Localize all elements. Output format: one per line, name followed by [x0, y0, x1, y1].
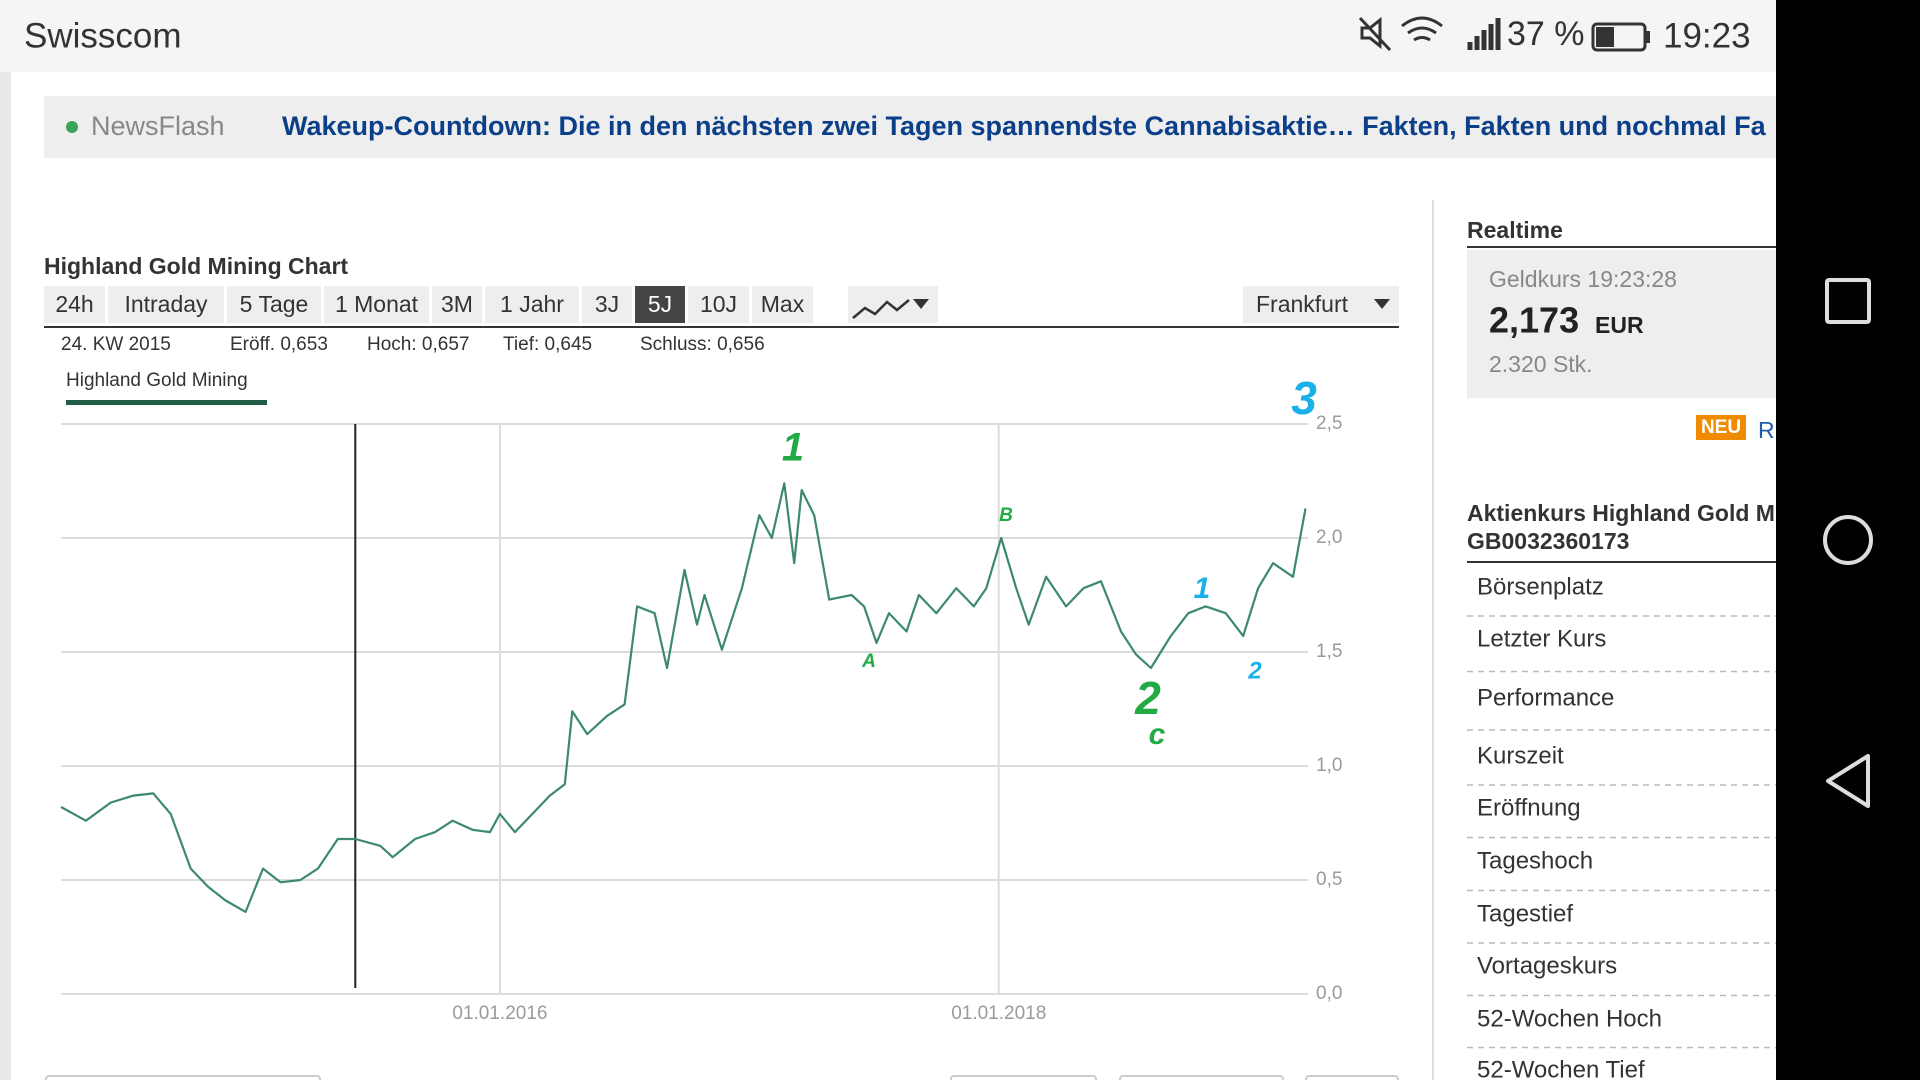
annotation: 1: [782, 426, 804, 470]
table-isin: GB0032360173: [1467, 528, 1629, 554]
dropdown-arrow: [1374, 299, 1390, 309]
nav-bar: [1776, 0, 1920, 1080]
annotation: A: [861, 651, 876, 672]
tab[interactable]: [227, 286, 321, 323]
newsflash-label: NewsFlash: [91, 111, 225, 141]
tab[interactable]: [108, 286, 224, 323]
chart-title: Highland Gold Mining Chart: [44, 253, 348, 279]
table-row-label[interactable]: Performance: [1477, 684, 1614, 711]
table-row-label[interactable]: Tagestief: [1477, 900, 1573, 927]
annotation: 2: [1247, 657, 1262, 684]
chart-type-icon: [852, 299, 910, 319]
table-row-label[interactable]: Kurszeit: [1477, 742, 1564, 769]
x-tick-label: 01.01.2016: [452, 1003, 547, 1024]
newsflash-bar: [44, 96, 1776, 158]
info-row: 24. KW 2015 Eröff. 0,653 Hoch: 0,657 Tief: …: [61, 334, 765, 355]
y-tick-label: 2,0: [1316, 527, 1342, 548]
status-icons: [1358, 16, 1650, 52]
tab-label: 1 Monat: [335, 291, 419, 317]
quote-label: Geldkurs 19:23:28: [1489, 266, 1677, 292]
tab[interactable]: [432, 286, 482, 323]
bottom-buttons: [45, 1075, 1399, 1080]
tab-label: 10J: [700, 291, 737, 317]
tab-label: 1 Jahr: [500, 291, 564, 317]
plot: 0,0 0,5 1,0 1,5 2,0 2,5 01.01.2016 01.01.2018 1 B…: [60, 372, 1342, 1024]
page-edge: [0, 72, 11, 1080]
table-row-label[interactable]: Letzter Kurs: [1477, 625, 1606, 652]
tab[interactable]: [688, 286, 749, 323]
recents-button[interactable]: [1825, 278, 1871, 324]
y-tick-label: 2,5: [1316, 413, 1342, 434]
status-bar: [0, 0, 1776, 72]
annotation: B: [999, 505, 1013, 526]
stock-table: Börsenplatz Letzter Kurs Performance Kursze…: [1467, 573, 1776, 1080]
tab-label: 3J: [595, 291, 619, 317]
back-button[interactable]: [1826, 754, 1870, 808]
annotation: 2: [1134, 672, 1161, 724]
exchange-label: Frankfurt: [1256, 291, 1349, 317]
table-row-label[interactable]: Eröffnung: [1477, 794, 1581, 821]
table-row-label[interactable]: 52-Wochen Tief: [1477, 1056, 1645, 1080]
info-item: 24. KW 2015: [61, 334, 171, 355]
badge-text: NEU: [1701, 417, 1741, 438]
quote-currency: EUR: [1595, 312, 1644, 338]
tab-label: Max: [761, 291, 805, 317]
newsflash-headline[interactable]: Wakeup-Countdown: Die in den nächsten zw…: [282, 111, 1767, 141]
tab-label: 5 Tage: [240, 291, 309, 317]
badge: [1696, 415, 1746, 440]
table-row-label[interactable]: Börsenplatz: [1477, 573, 1604, 600]
tab[interactable]: [635, 286, 685, 323]
annotation: 1: [1194, 572, 1211, 605]
dropdown-arrow: [913, 299, 929, 309]
tab-label: Intraday: [124, 291, 208, 317]
tab[interactable]: [752, 286, 813, 323]
tab[interactable]: [44, 286, 105, 323]
info-item: Schluss: 0,656: [640, 334, 765, 355]
quote-volume: 2.320 Stk.: [1489, 351, 1593, 377]
tab-label: 5J: [648, 291, 672, 317]
quote-price: 2,173: [1489, 300, 1579, 341]
y-tick-label: 1,5: [1316, 641, 1342, 662]
carrier: Swisscom: [24, 16, 182, 55]
table-row-label[interactable]: Vortageskurs: [1477, 952, 1617, 979]
tab[interactable]: [582, 286, 632, 323]
realtime-heading: Realtime: [1467, 217, 1563, 243]
tab-bar: 24h Intraday 5 Tage 1 Monat 3M 1 Jahr 3J 5J 10J M…: [44, 286, 813, 323]
tab[interactable]: [485, 286, 579, 323]
y-tick-label: 0,0: [1316, 983, 1342, 1004]
tab[interactable]: [324, 286, 429, 323]
info-item: Eröff. 0,653: [230, 334, 328, 355]
annotation: c: [1149, 718, 1166, 751]
table-row-label[interactable]: Tageshoch: [1477, 847, 1593, 874]
battery-percent: 37 %: [1507, 15, 1585, 53]
home-button[interactable]: [1823, 515, 1873, 565]
table-row-label[interactable]: 52-Wochen Hoch: [1477, 1005, 1662, 1032]
price-line: [60, 482, 1307, 913]
newsflash-dot: [66, 121, 78, 133]
tab-label: 24h: [55, 291, 93, 317]
badge-link[interactable]: R: [1758, 417, 1775, 443]
y-tick-label: 1,0: [1316, 755, 1342, 776]
info-item: Tief: 0,645: [503, 334, 592, 355]
legend-label[interactable]: Highland Gold Mining: [66, 370, 248, 391]
y-tick-label: 0,5: [1316, 869, 1342, 890]
tab-label: 3M: [441, 291, 473, 317]
exchange-select[interactable]: [1243, 286, 1399, 323]
x-tick-label: 01.01.2018: [951, 1003, 1046, 1024]
clock: 19:23: [1663, 16, 1751, 55]
quote-box: [1467, 250, 1776, 398]
table-title: Aktienkurs Highland Gold M: [1467, 500, 1775, 526]
info-item: Hoch: 0,657: [367, 334, 469, 355]
legend-underline: [66, 400, 267, 405]
annotation: 3: [1291, 372, 1317, 424]
